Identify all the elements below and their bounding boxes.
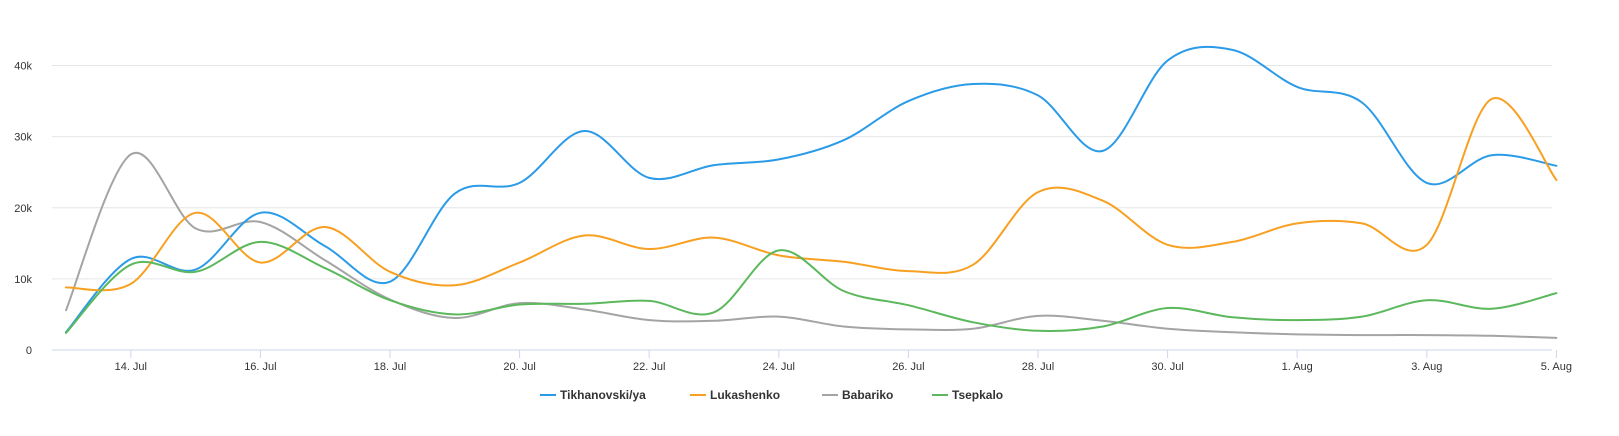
y-tick-label: 20k xyxy=(14,203,32,215)
x-tick-label: 18. Jul xyxy=(374,361,406,373)
series-line-tsepkalo[interactable] xyxy=(65,240,1558,334)
series-lines xyxy=(65,45,1558,339)
y-tick-label: 10k xyxy=(14,274,32,286)
x-tick-label: 1. Aug xyxy=(1282,361,1313,373)
x-tick-label: 26. Jul xyxy=(892,361,924,373)
x-tick-label: 24. Jul xyxy=(763,361,795,373)
x-tick-label: 28. Jul xyxy=(1022,361,1054,373)
legend-item-lukashenko[interactable]: Lukashenko xyxy=(690,388,780,402)
y-tick-label: 30k xyxy=(14,132,32,144)
series-line-tikhanovski-ya[interactable] xyxy=(65,45,1558,334)
series-line-lukashenko[interactable] xyxy=(65,97,1558,292)
legend-label: Tikhanovski/ya xyxy=(560,388,646,402)
x-tick-label: 5. Aug xyxy=(1541,361,1572,373)
y-tick-label: 40k xyxy=(14,61,32,73)
legend[interactable]: Tikhanovski/ya Lukashenko Babariko Tsepkalo xyxy=(540,388,1003,402)
legend-item-tikhanovski-ya[interactable]: Tikhanovski/ya xyxy=(540,388,646,402)
legend-label: Lukashenko xyxy=(710,388,780,402)
x-axis: 14. Jul 16. Jul 18. Jul 20. Jul 22. Jul 24. J… xyxy=(52,349,1572,373)
legend-label: Babariko xyxy=(842,388,893,402)
grid-lines xyxy=(52,65,1552,280)
x-tick-label: 30. Jul xyxy=(1151,361,1183,373)
x-tick-label: 20. Jul xyxy=(503,361,535,373)
x-tick-label: 3. Aug xyxy=(1411,361,1442,373)
legend-item-babariko[interactable]: Babariko xyxy=(822,388,893,402)
y-tick-label: 0 xyxy=(26,345,32,357)
legend-item-tsepkalo[interactable]: Tsepkalo xyxy=(932,388,1003,402)
series-line-babariko[interactable] xyxy=(65,151,1558,339)
y-axis: 0 10k 20k 30k 40k xyxy=(14,61,32,357)
x-tick-label: 22. Jul xyxy=(633,361,665,373)
x-tick-label: 16. Jul xyxy=(244,361,276,373)
x-tick-label: 14. Jul xyxy=(115,361,147,373)
legend-label: Tsepkalo xyxy=(952,388,1003,402)
